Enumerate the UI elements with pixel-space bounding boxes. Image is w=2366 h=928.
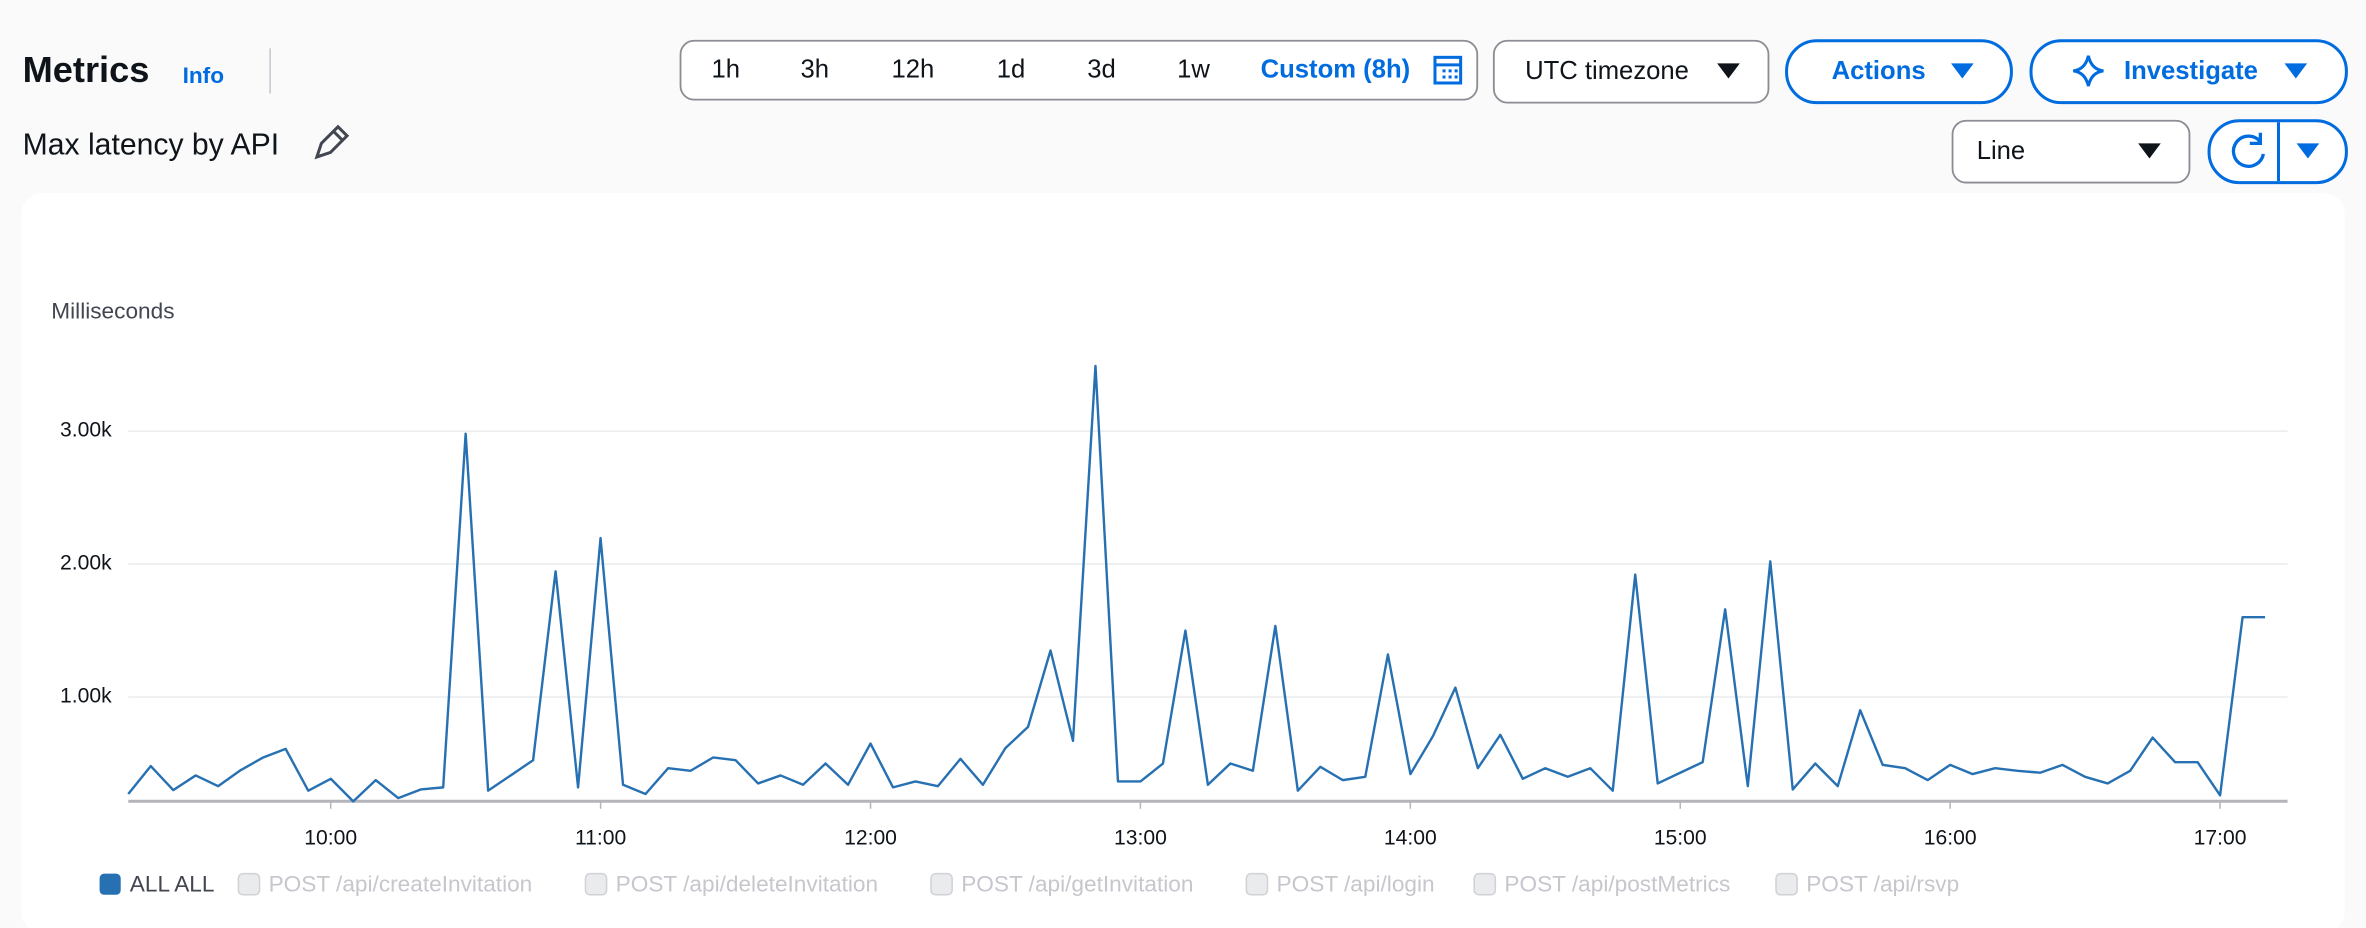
actions: Actions bbox=[1832, 57, 1926, 85]
legend-label[interactable]: POST /api/postMetrics bbox=[1504, 872, 1730, 897]
investigate: Investigate bbox=[2124, 57, 2258, 85]
view-type: Line bbox=[1977, 137, 2025, 165]
x-tick-label: 13:00 bbox=[1114, 827, 1167, 850]
edit-icon[interactable] bbox=[314, 124, 350, 160]
x-tick-label: 15:00 bbox=[1654, 827, 1707, 850]
legend-swatch bbox=[1473, 872, 1497, 896]
y-tick-label: 2.00k bbox=[60, 552, 112, 575]
dropdown-arrow bbox=[2284, 63, 2308, 79]
x-tick-label: 10:00 bbox=[304, 827, 357, 850]
dropdown-arrow bbox=[1951, 63, 1974, 79]
custom-range[interactable]: Custom (8h) bbox=[1261, 56, 1411, 84]
sparkle-icon bbox=[2072, 55, 2104, 87]
dropdown-arrow bbox=[2138, 143, 2161, 159]
time-range-option[interactable]: 1w bbox=[1177, 56, 1210, 84]
legend-label[interactable]: ALL ALL bbox=[130, 872, 215, 897]
legend-swatch bbox=[99, 873, 121, 895]
legend-swatch bbox=[1245, 872, 1269, 896]
dropdown-arrow[interactable] bbox=[2296, 143, 2320, 159]
legend-label[interactable]: POST /api/createInvitation bbox=[269, 872, 533, 897]
time-range-option[interactable]: 3h bbox=[801, 56, 830, 84]
x-tick-label: 17:00 bbox=[2194, 827, 2247, 850]
investigate-button[interactable] bbox=[2029, 39, 2348, 105]
legend-label[interactable]: POST /api/rsvp bbox=[1806, 872, 1959, 897]
y-axis-label: Milliseconds bbox=[51, 298, 174, 323]
legend-swatch bbox=[930, 872, 953, 896]
x-tick-label: 11:00 bbox=[575, 827, 626, 850]
timezone-select[interactable] bbox=[1492, 39, 1770, 104]
title: Metrics bbox=[23, 49, 150, 90]
legend-label[interactable]: POST /api/getInvitation bbox=[961, 872, 1193, 897]
refresh-icon bbox=[2231, 132, 2266, 168]
y-tick-label: 3.00k bbox=[60, 419, 112, 442]
time-range-option[interactable]: 1h bbox=[712, 56, 741, 84]
view-select[interactable] bbox=[1951, 119, 2191, 184]
x-tick-label: 16:00 bbox=[1924, 827, 1977, 850]
chart: 1.00k 2.00k 3.00k 10:00 11:00 12:00 13:00 14:00… bbox=[60, 364, 2288, 897]
time-range bbox=[679, 39, 1479, 101]
legend-swatch bbox=[1775, 872, 1798, 896]
time-range-option[interactable]: 12h bbox=[892, 56, 935, 84]
series-line bbox=[127, 364, 2266, 803]
calendar-icon[interactable] bbox=[1433, 55, 1463, 85]
legend-swatch bbox=[237, 872, 261, 896]
dropdown-arrow bbox=[1717, 63, 1740, 79]
y-tick-label: 1.00k bbox=[60, 685, 112, 708]
time-range-option[interactable]: 3d bbox=[1087, 56, 1116, 84]
info-link[interactable]: Info bbox=[183, 63, 224, 88]
time-range-option[interactable]: 1d bbox=[997, 56, 1026, 84]
legend-label[interactable]: POST /api/login bbox=[1277, 872, 1435, 897]
chart-card bbox=[21, 193, 2345, 928]
legend-swatch bbox=[584, 872, 608, 896]
subtitle: Max latency by API bbox=[23, 128, 279, 161]
actions-button[interactable] bbox=[1785, 39, 2013, 105]
legend-label[interactable]: POST /api/deleteInvitation bbox=[616, 872, 878, 897]
x-tick-label: 14:00 bbox=[1384, 827, 1437, 850]
time-range-options: 1h 3h 12h 1d 3d 1w bbox=[712, 56, 1211, 84]
timezone: UTC timezone bbox=[1525, 57, 1689, 85]
x-tick-label: 12:00 bbox=[844, 827, 897, 850]
